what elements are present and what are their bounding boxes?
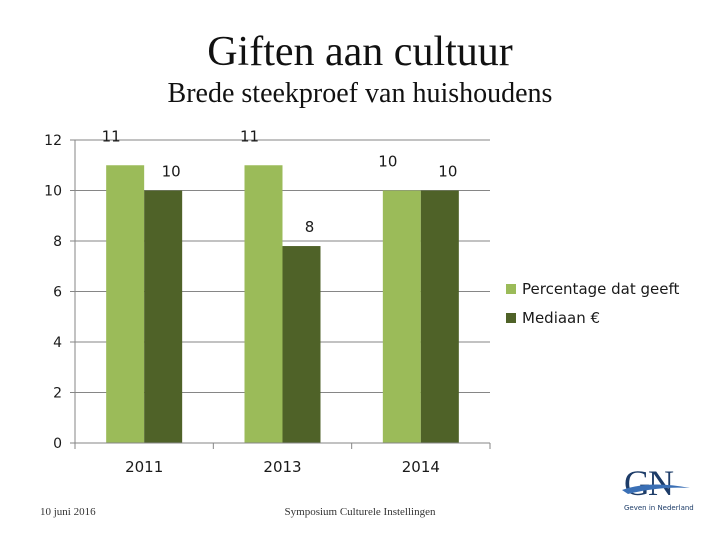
logo-swoosh-icon <box>622 484 690 494</box>
data-label: 8 <box>305 218 315 236</box>
y-tick-label: 2 <box>53 386 62 402</box>
y-tick-label: 4 <box>53 335 62 351</box>
footer-date: 10 juni 2016 <box>40 506 96 518</box>
legend-swatch <box>506 313 516 323</box>
bar <box>106 165 145 443</box>
footer-event: Symposium Culturele Instellingen <box>284 506 436 518</box>
data-label: 11 <box>240 127 259 145</box>
bar <box>420 190 459 443</box>
y-tick-label: 0 <box>53 436 62 452</box>
y-tick-label: 6 <box>53 285 62 301</box>
bar <box>282 246 321 443</box>
logo-text: GN <box>624 463 674 503</box>
data-label: 10 <box>438 163 457 181</box>
data-label: 10 <box>378 153 397 171</box>
legend-label: Percentage dat geeft <box>522 280 680 298</box>
legend-swatch <box>506 284 516 294</box>
y-tick-label: 8 <box>53 234 62 250</box>
x-tick-label: 2013 <box>263 458 301 476</box>
data-label: 10 <box>162 163 181 181</box>
slide-title: Giften aan cultuur <box>207 29 513 75</box>
x-tick-label: 2011 <box>125 458 163 476</box>
y-tick-label: 10 <box>44 184 62 200</box>
bar <box>144 190 183 443</box>
bar <box>244 165 283 443</box>
legend-label: Mediaan € <box>522 309 600 327</box>
x-tick-label: 2014 <box>402 458 440 476</box>
y-tick-label: 12 <box>44 133 62 149</box>
gn-logo: GN Geven in Nederland <box>620 462 700 518</box>
bar <box>382 190 421 443</box>
slide-subtitle: Brede steekproef van huishoudens <box>167 78 553 109</box>
data-label: 11 <box>102 127 121 145</box>
logo-tagline: Geven in Nederland <box>624 504 694 512</box>
